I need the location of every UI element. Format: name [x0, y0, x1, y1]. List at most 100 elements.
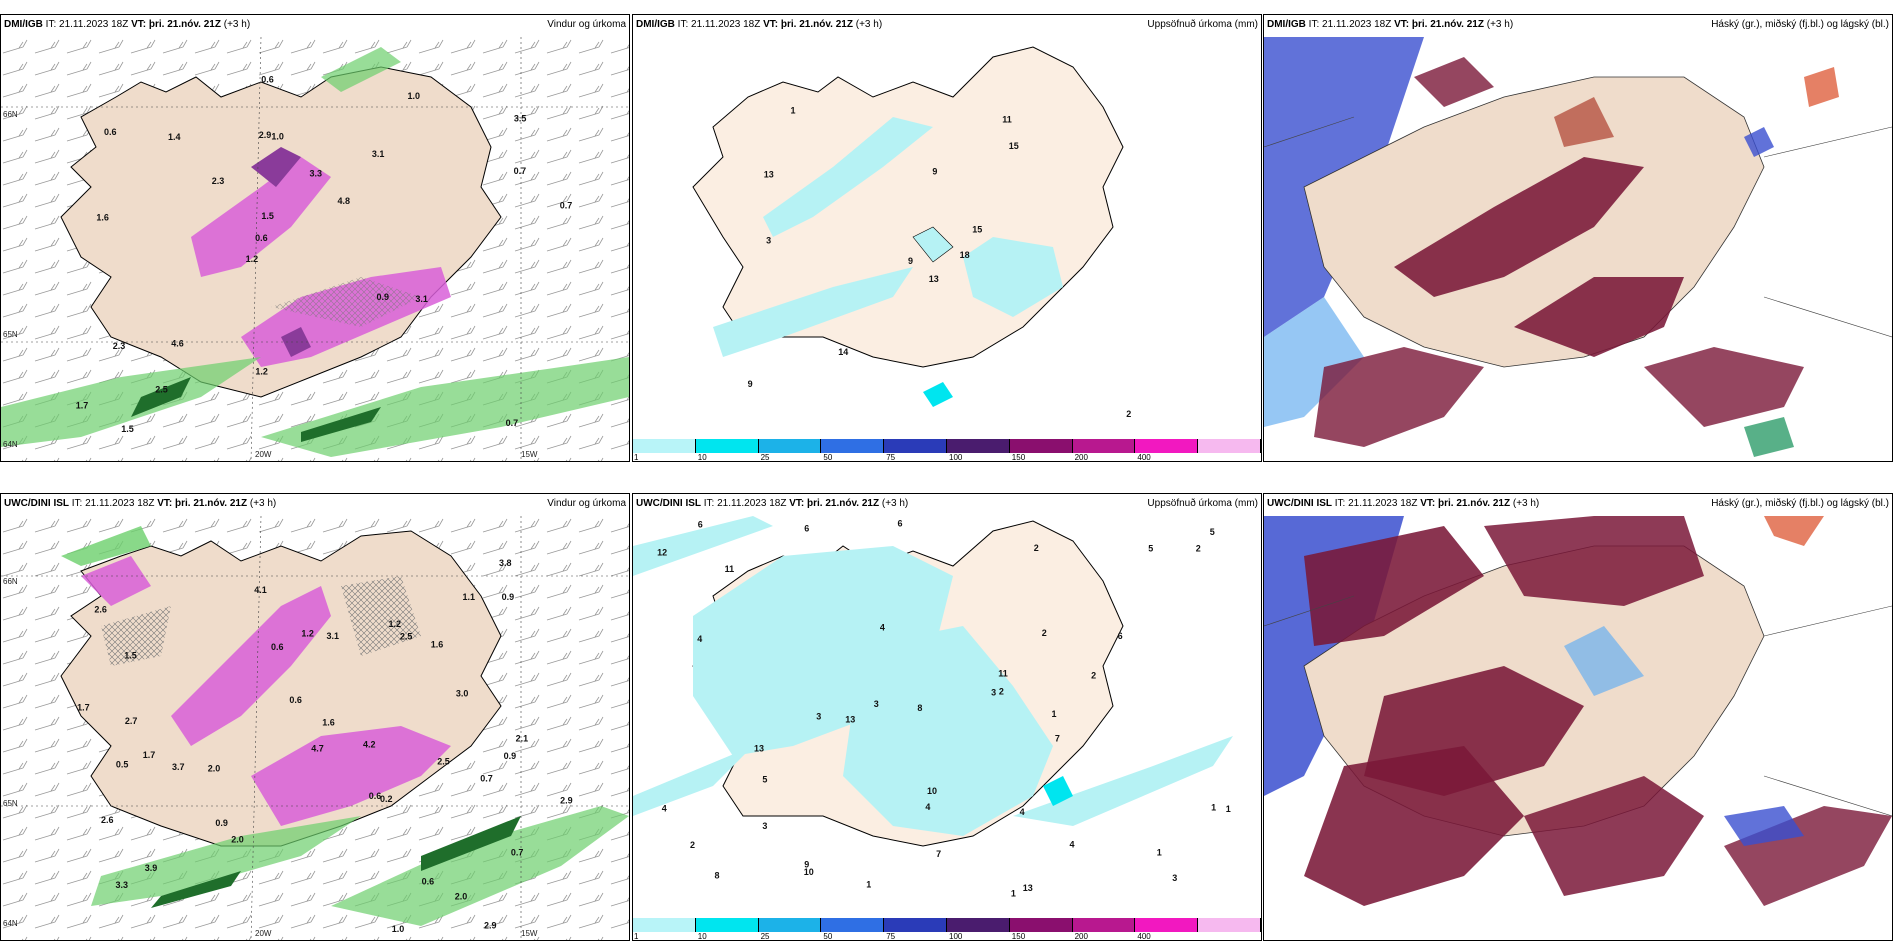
value-label: 1.4 [168, 132, 181, 142]
value-label: 4 [697, 634, 702, 644]
colorbar-segment [884, 439, 947, 453]
precip-core [1043, 776, 1073, 806]
value-label: 2 [690, 840, 695, 850]
value-label: 9 [932, 167, 937, 177]
model-name: DMI/IGB [4, 19, 43, 30]
cloud-area [1764, 516, 1824, 546]
value-label: 13 [764, 170, 774, 180]
panel-wind-precip-uwc: UWC/DINI ISL IT: 21.11.2023 18Z VT: þri.… [0, 493, 630, 941]
lat-label: 65N [3, 330, 18, 339]
value-label: 1.0 [408, 91, 421, 101]
value-label: 1.5 [261, 211, 274, 221]
vt-value: þri. 21.nóv. 21Z [1438, 498, 1511, 509]
colorbar: 1 10 25 50 75 100 150 200 400 [633, 439, 1261, 461]
value-label: 3 [874, 699, 879, 709]
wind-precip-map: 66N 65N 64N 20W 15W 2.9 1.7 0.6 2.6 0.7 1.5 3.… [1, 516, 629, 940]
lead-time: (+3 h) [249, 498, 277, 509]
map-view[interactable]: 13 13 9 9 15 14 11 9 15 18 1 2 3 [633, 37, 1261, 439]
cloud-area [1514, 277, 1684, 357]
map-view[interactable]: 66N 65N 64N 20W 15W 0.7 1.6 3.5 1.2 3.1 1.5 2.… [1, 37, 629, 461]
it-label: IT: [703, 498, 715, 509]
it-value: 21.11.2023 18Z [59, 19, 129, 30]
boundary-lines [1264, 595, 1892, 817]
cloud-area [1314, 347, 1484, 447]
value-label: 13 [929, 274, 939, 284]
value-label: 2.9 [484, 921, 497, 931]
value-label: 1.2 [389, 619, 402, 629]
value-label: 0.9 [502, 592, 515, 602]
value-label: 2 [1034, 543, 1039, 553]
precip-area [713, 267, 913, 357]
wind-area [61, 526, 151, 566]
value-label: 3.8 [499, 558, 512, 568]
value-label: 0.9 [215, 818, 228, 828]
value-label: 1 [791, 106, 796, 116]
value-label: 2 [1042, 628, 1047, 638]
cloud-area [1744, 127, 1774, 157]
value-label: 0.9 [377, 292, 390, 302]
precip-area [191, 157, 331, 277]
precip-area [81, 556, 151, 606]
value-label: 4 [1020, 807, 1025, 817]
value-label: 3 [762, 821, 767, 831]
colorbar-tick: 75 [886, 932, 896, 941]
product-name: Vindur og úrkoma [547, 498, 626, 509]
value-label: 6 [804, 524, 809, 534]
value-label: 3 [766, 236, 771, 246]
colorbar-segment [695, 918, 759, 932]
it-label: IT: [71, 498, 83, 509]
panel-cloud-dmi: DMI/IGB IT: 21.11.2023 18Z VT: þri. 21.n… [1263, 14, 1893, 462]
value-label: 3.1 [372, 149, 385, 159]
value-label: 10 [927, 786, 937, 796]
map-view[interactable]: 1 1 9 4 6 11 3 3 6 4 5 7 3 4 2 3 4 10 13 12 4 5 11 8 6 13 4 5 6 7 8 13 1… [633, 516, 1261, 918]
value-label: 1.5 [124, 650, 137, 660]
value-label: 1.0 [271, 132, 284, 142]
panel-header: UWC/DINI ISL IT: 21.11.2023 18Z VT: þri.… [1, 494, 629, 514]
it-label: IT: [677, 19, 689, 30]
value-label: 9 [748, 379, 753, 389]
colorbar-tick: 25 [760, 932, 770, 941]
value-label: 1.6 [96, 213, 109, 223]
it-value: 21.11.2023 18Z [1322, 19, 1392, 30]
panel-header: UWC/DINI ISL IT: 21.11.2023 18Z VT: þri.… [1264, 494, 1892, 514]
vt-value: þri. 21.nóv. 21Z [1411, 19, 1484, 30]
value-label: 1.7 [76, 401, 89, 411]
value-label: 15 [972, 225, 982, 235]
value-label: 14 [838, 347, 848, 357]
wind-core [131, 377, 191, 417]
panel-header: UWC/DINI ISL IT: 21.11.2023 18Z VT: þri.… [633, 494, 1261, 514]
map-view[interactable]: 66N 65N 64N 20W 15W 2.9 1.7 0.6 2.6 0.7 1.5 3.… [1, 516, 629, 940]
colorbar-segment [1009, 439, 1073, 453]
boundary-lines [1264, 116, 1892, 338]
product-name: Háský (gr.), miðský (fj.bl.) og lágský (… [1711, 498, 1889, 509]
lon-label: 20W [255, 929, 272, 938]
it-label: IT: [45, 19, 57, 30]
model-name: UWC/DINI ISL [1267, 498, 1332, 509]
wind-core [151, 871, 241, 908]
value-label: 7 [1055, 733, 1060, 743]
value-label: 0.7 [560, 200, 573, 210]
value-label: 2.3 [113, 341, 126, 351]
value-label: 3.1 [327, 631, 340, 641]
value-label: 6 [898, 518, 903, 528]
vt-label: VT: [789, 498, 805, 509]
value-label: 2.9 [560, 795, 573, 805]
map-view[interactable] [1264, 516, 1892, 940]
value-label: 1 [1011, 888, 1016, 898]
value-label: 2.9 [259, 130, 272, 140]
map-view[interactable] [1264, 37, 1892, 461]
value-label: 1.1 [463, 592, 476, 602]
value-label: 8 [917, 703, 922, 713]
panel-header: DMI/IGB IT: 21.11.2023 18Z VT: þri. 21.n… [633, 15, 1261, 35]
product-name: Vindur og úrkoma [547, 19, 626, 30]
panel-header: DMI/IGB IT: 21.11.2023 18Z VT: þri. 21.n… [1264, 15, 1892, 35]
it-label: IT: [1334, 498, 1346, 509]
value-label: 2.5 [400, 632, 413, 642]
colorbar-tick: 200 [1074, 932, 1088, 941]
lon-label: 20W [255, 450, 272, 459]
colorbar-segment [758, 439, 822, 453]
value-label: 2 [1196, 544, 1201, 554]
colorbar-tick: 400 [1137, 932, 1151, 941]
value-label: 2.6 [101, 815, 114, 825]
colorbar-segment [633, 918, 696, 932]
